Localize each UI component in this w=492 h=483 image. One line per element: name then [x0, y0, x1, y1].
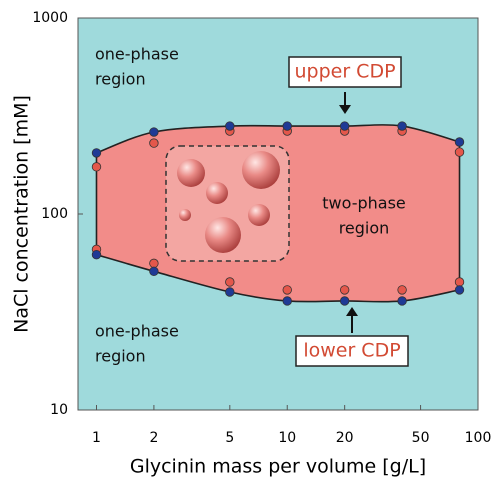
- data-point: [340, 286, 349, 295]
- region-label: region: [339, 219, 390, 238]
- x-tick-label: 2: [149, 430, 158, 446]
- chart: NaCl concentration [mM] Glycinin mass pe…: [0, 0, 492, 483]
- callout-label: upper CDP: [294, 61, 395, 83]
- inset-droplets: [166, 146, 289, 261]
- data-point: [226, 288, 235, 297]
- x-tick-label: 50: [412, 430, 430, 446]
- region-label: region: [95, 347, 146, 366]
- data-point: [226, 278, 235, 287]
- x-tick-label: 1: [92, 430, 101, 446]
- data-point: [398, 297, 407, 306]
- data-point: [455, 138, 464, 147]
- data-point: [455, 286, 464, 295]
- data-point: [92, 250, 101, 259]
- data-point: [150, 128, 159, 137]
- data-point: [92, 163, 101, 172]
- data-point: [92, 149, 101, 158]
- data-point: [150, 259, 159, 268]
- region-label: one-phase: [95, 322, 179, 341]
- data-point: [283, 286, 292, 295]
- y-tick-label: 10: [50, 402, 68, 418]
- data-point: [398, 286, 407, 295]
- x-axis-label: Glycinin mass per volume [g/L]: [130, 456, 426, 478]
- x-tick-label: 10: [278, 430, 296, 446]
- data-point: [340, 297, 349, 306]
- y-tick-label: 1000: [32, 10, 68, 26]
- data-point: [150, 139, 159, 148]
- x-tick-label: 100: [465, 430, 492, 446]
- x-tick-label: 20: [336, 430, 354, 446]
- data-point: [455, 278, 464, 287]
- callout-label: lower CDP: [303, 340, 400, 362]
- region-label: region: [95, 70, 146, 89]
- x-tick-label: 5: [225, 430, 234, 446]
- data-point: [340, 122, 349, 131]
- data-point: [226, 122, 235, 131]
- y-tick-label: 100: [41, 206, 68, 222]
- y-axis-label: NaCl concentration [mM]: [11, 95, 33, 333]
- data-point: [398, 122, 407, 131]
- region-label: two-phase: [322, 194, 406, 213]
- region-label: one-phase: [95, 45, 179, 64]
- data-point: [455, 148, 464, 157]
- data-point: [283, 122, 292, 131]
- data-point: [150, 267, 159, 276]
- data-point: [283, 297, 292, 306]
